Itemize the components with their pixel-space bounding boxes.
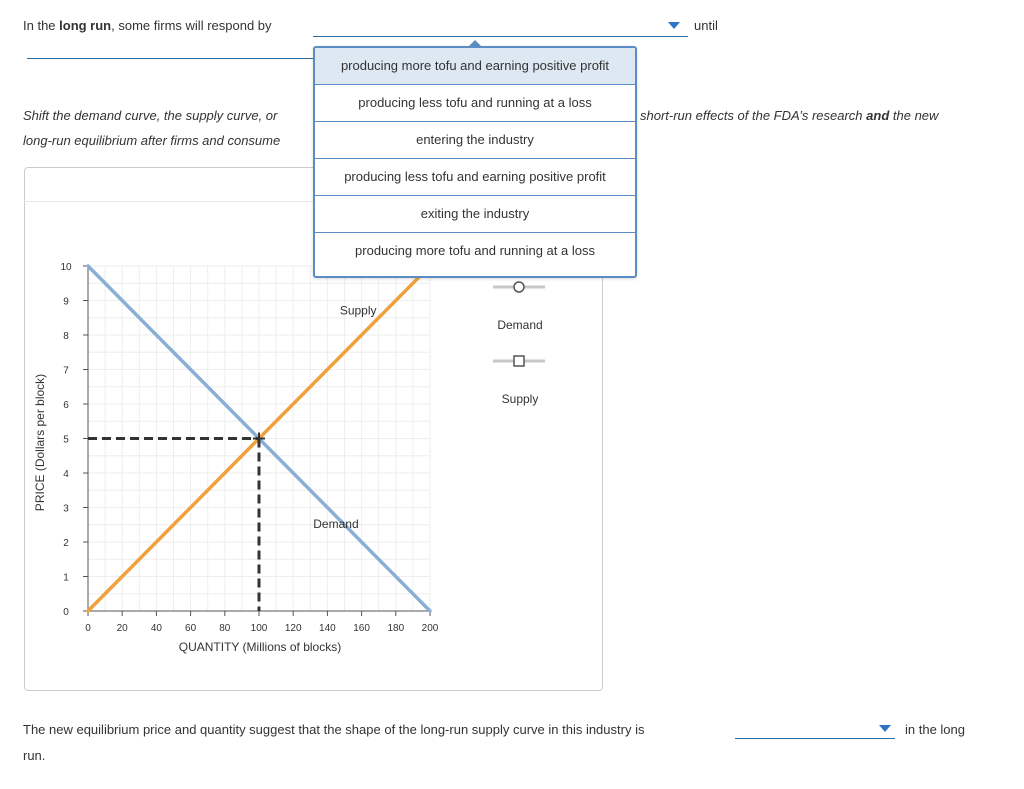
supply-curve-label: Supply (340, 303, 377, 317)
chart-labels: QUANTITY (Millions of blocks) PRICE (Doll… (33, 303, 377, 654)
dropdown-option[interactable]: producing more tofu and earning positive… (315, 48, 635, 85)
question-2-after-text: in the long (905, 722, 965, 737)
y-tick-label: 2 (63, 538, 69, 549)
x-tick-label: 20 (117, 623, 129, 634)
x-tick-label: 120 (285, 623, 302, 634)
chart-ticks: 0 20 40 60 80 100 120 140 160 180 200 0 1 2 3 4 5 6 7 8 9 10 (60, 262, 438, 634)
dropdown-option[interactable]: exiting the industry (315, 196, 635, 233)
legend-supply-icon[interactable] (493, 355, 545, 367)
y-tick-label: 1 (63, 573, 69, 584)
y-tick-label: 9 (63, 297, 69, 308)
question-2-wrap-text: run. (23, 748, 46, 763)
y-tick-label: 10 (60, 262, 72, 273)
x-tick-label: 40 (151, 623, 163, 634)
demand-curve-label: Demand (313, 517, 358, 531)
y-tick-label: 7 (63, 366, 69, 377)
legend-demand-icon[interactable] (493, 281, 545, 293)
dropdown-arrow-icon[interactable] (879, 725, 891, 732)
x-tick-label: 200 (422, 623, 439, 634)
legend-demand-label: Demand (497, 318, 543, 332)
y-tick-label: 3 (63, 504, 69, 515)
answer-dropdown-2[interactable] (27, 58, 317, 59)
x-tick-label: 60 (185, 623, 197, 634)
y-tick-label: 6 (63, 400, 69, 411)
x-tick-label: 80 (219, 623, 231, 634)
popup-caret-icon (468, 40, 482, 47)
y-tick-label: 0 (63, 607, 69, 618)
instruction-line-1: Shift the demand curve, the supply curve… (23, 108, 278, 123)
x-tick-label: 160 (353, 623, 370, 634)
instruction-line-1-right: short-run effects of the FDA’s research … (640, 108, 939, 123)
y-tick-label: 5 (63, 435, 69, 446)
x-tick-label: 140 (319, 623, 336, 634)
x-tick-label: 100 (251, 623, 268, 634)
dropdown-option[interactable]: producing more tofu and running at a los… (355, 243, 595, 258)
question-1-text: In the long run, some firms will respond… (23, 18, 272, 33)
answer-dropdown-3[interactable] (735, 738, 895, 739)
legend-supply-label: Supply (501, 392, 539, 406)
chart-grid (87, 265, 431, 612)
x-tick-label: 180 (387, 623, 404, 634)
question-2-text: The new equilibrium price and quantity s… (23, 722, 645, 737)
dropdown-option[interactable]: entering the industry (315, 122, 635, 159)
x-tick-label: 0 (85, 623, 91, 634)
x-axis-label: QUANTITY (Millions of blocks) (179, 640, 341, 654)
y-tick-label: 8 (63, 331, 69, 342)
answer-dropdown-1[interactable] (313, 36, 688, 37)
dropdown-option[interactable]: producing less tofu and running at a los… (315, 85, 635, 122)
dropdown-option[interactable]: producing less tofu and earning positive… (315, 159, 635, 196)
instruction-line-2: long-run equilibrium after firms and con… (23, 133, 281, 148)
equilibrium-dashed-lines (88, 432, 265, 611)
dropdown-menu: producing more tofu and earning positive… (313, 46, 637, 278)
graph-toolbar (24, 167, 601, 202)
y-tick-label: 4 (63, 469, 69, 480)
question-1-after-text: until (694, 18, 718, 33)
y-axis-label: PRICE (Dollars per block) (33, 374, 47, 511)
dropdown-arrow-icon[interactable] (668, 22, 680, 29)
